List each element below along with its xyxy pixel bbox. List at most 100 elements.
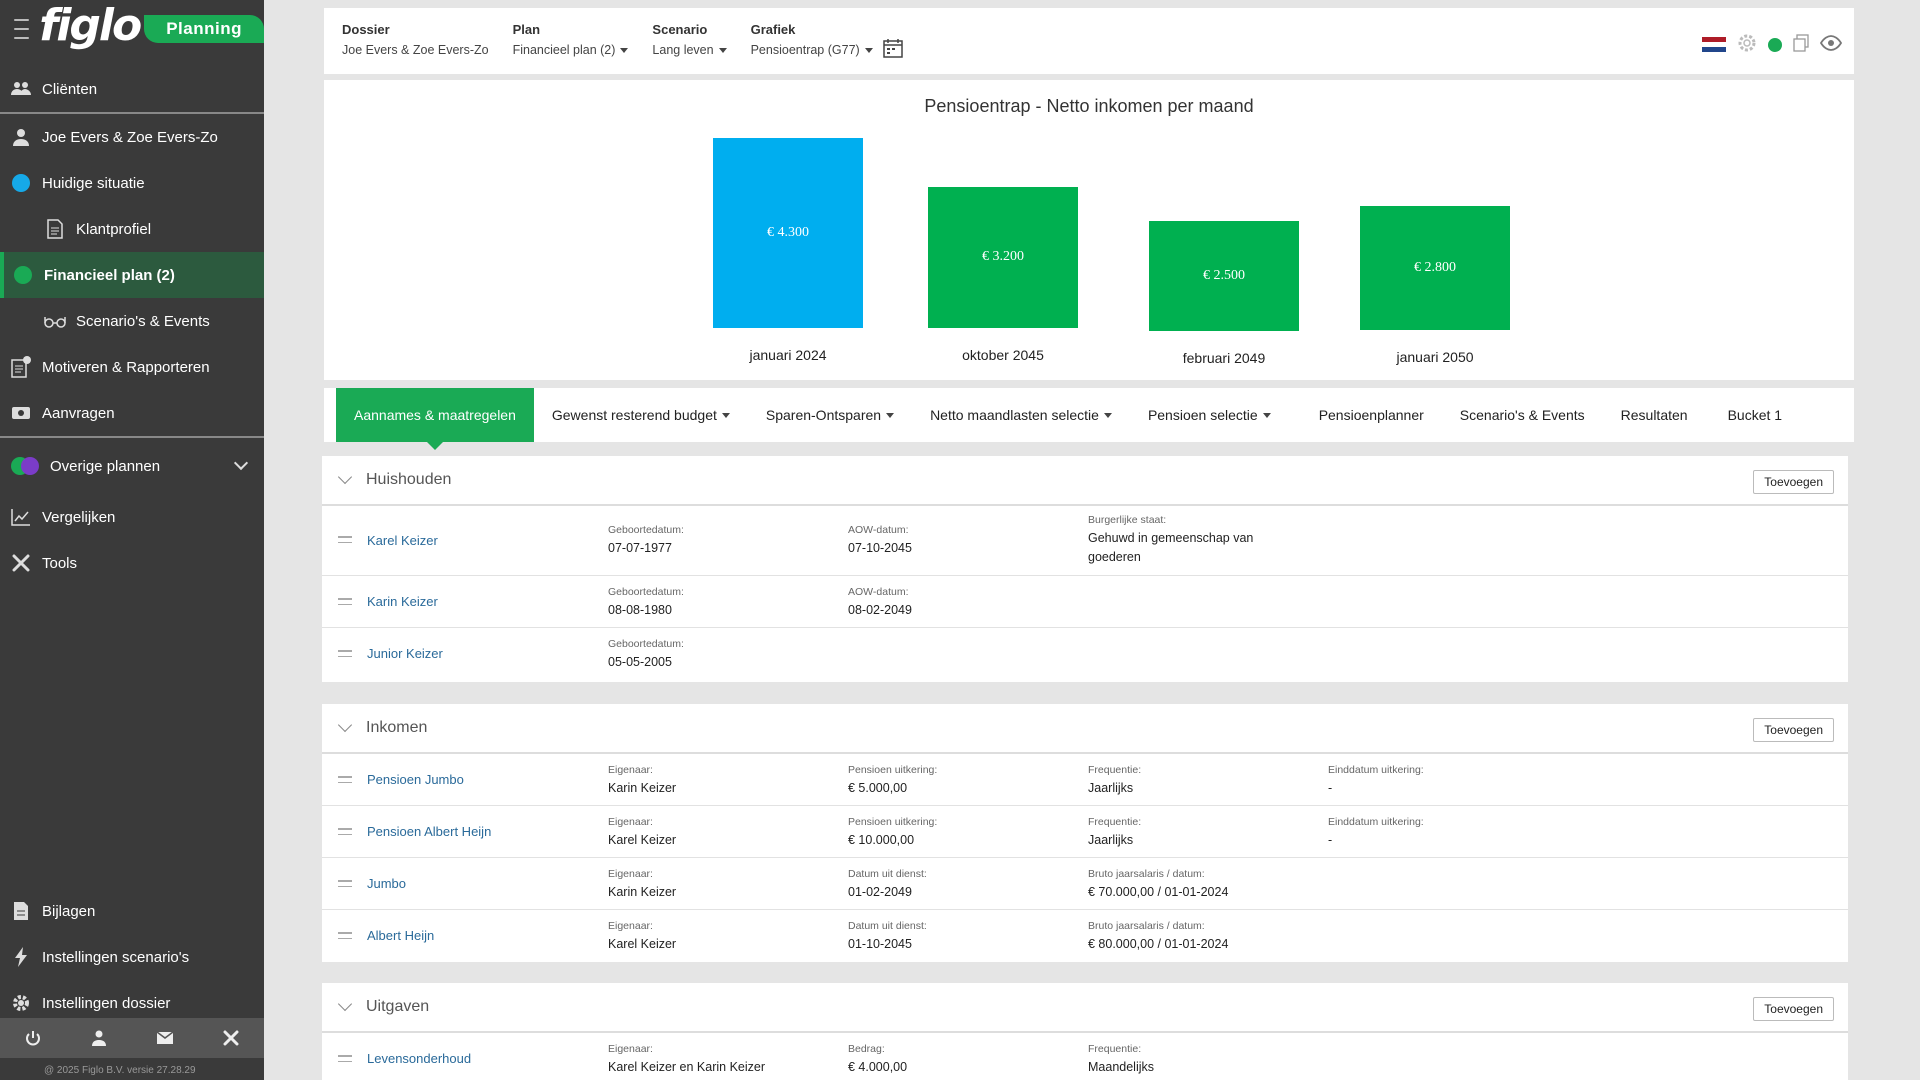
row-name[interactable]: Pensioen Albert Heijn bbox=[367, 824, 492, 839]
drag-handle-icon[interactable] bbox=[338, 650, 352, 661]
table-row[interactable]: Jumbo Eigenaar: Karin Keizer Datum uit di… bbox=[322, 858, 1848, 910]
chart-bar: € 2.500 bbox=[1149, 220, 1299, 331]
chevron-down-icon[interactable] bbox=[337, 717, 353, 733]
sidebar-item-vergelijken[interactable]: Vergelijken bbox=[0, 494, 264, 540]
grafiek-dropdown[interactable]: Pensioentrap (G77) bbox=[751, 43, 873, 57]
money-icon bbox=[10, 402, 32, 424]
sidebar-item-tools[interactable]: Tools bbox=[0, 540, 264, 586]
chevron-down-icon[interactable] bbox=[337, 996, 353, 1012]
table-row[interactable]: Pensioen Albert Heijn Eigenaar: Karel Kei… bbox=[322, 806, 1848, 858]
drag-handle-icon[interactable] bbox=[338, 880, 352, 891]
brand-logo: figlo bbox=[39, 0, 142, 51]
tools-icon[interactable] bbox=[220, 1027, 242, 1049]
plan-selector[interactable]: Plan Financieel plan (2) bbox=[513, 22, 629, 57]
mail-icon[interactable] bbox=[154, 1027, 176, 1049]
tab-sparen-ontsparen[interactable]: Sparen-Ontsparen bbox=[748, 388, 912, 442]
chevron-down-icon[interactable] bbox=[337, 469, 353, 485]
drag-handle-icon[interactable] bbox=[338, 598, 352, 609]
sidebar-item-huidige-situatie[interactable]: Huidige situatie bbox=[0, 160, 264, 206]
divider bbox=[0, 112, 264, 114]
drag-handle-icon[interactable] bbox=[338, 828, 352, 839]
table-row[interactable]: Karel Keizer Geboortedatum: 07-07-1977 AO… bbox=[322, 506, 1848, 576]
dossier-selector[interactable]: Dossier Joe Evers & Zoe Evers-Zo bbox=[342, 22, 489, 57]
calendar-icon[interactable] bbox=[882, 38, 905, 60]
plan-dropdown[interactable]: Financieel plan (2) bbox=[513, 43, 629, 57]
row-name[interactable]: Karin Keizer bbox=[367, 594, 438, 609]
field-value: 01-10-2045 bbox=[848, 937, 912, 951]
tab-netto-maandlasten-selectie[interactable]: Netto maandlasten selectie bbox=[912, 388, 1130, 442]
add-button[interactable]: Toevoegen bbox=[1753, 718, 1834, 742]
settings-gear-icon[interactable] bbox=[1736, 32, 1758, 57]
sidebar-item-scenarios-events[interactable]: Scenario's & Events bbox=[0, 298, 264, 344]
sidebar-item-clienten[interactable]: Cliënten bbox=[0, 66, 264, 112]
sidebar-item-dossier[interactable]: Joe Evers & Zoe Evers-Zo bbox=[0, 114, 264, 160]
power-icon[interactable] bbox=[22, 1027, 44, 1049]
sidebar-item-klantprofiel[interactable]: Klantprofiel bbox=[0, 206, 264, 252]
row-name[interactable]: Karel Keizer bbox=[367, 533, 438, 548]
section-header[interactable]: Huishouden Toevoegen bbox=[322, 456, 1848, 506]
drag-handle-icon[interactable] bbox=[338, 536, 352, 547]
add-button[interactable]: Toevoegen bbox=[1753, 997, 1834, 1021]
sidebar-item-instellingen-dossier[interactable]: Instellingen dossier bbox=[0, 980, 264, 1026]
report-icon bbox=[10, 356, 32, 378]
plan-tabs: Aannames & maatregelen Gewenst resterend… bbox=[324, 388, 1854, 450]
dutch-flag-icon[interactable] bbox=[1702, 36, 1726, 53]
field-label: AOW-datum: bbox=[848, 524, 909, 536]
add-button[interactable]: Toevoegen bbox=[1753, 470, 1834, 494]
hamburger-menu-icon[interactable] bbox=[14, 19, 30, 39]
field-label: Einddatum uitkering: bbox=[1328, 764, 1424, 776]
tab-gewenst-resterend-budget[interactable]: Gewenst resterend budget bbox=[534, 388, 748, 442]
section-header[interactable]: Uitgaven Toevoegen bbox=[322, 983, 1848, 1033]
sidebar-item-label: Instellingen scenario's bbox=[42, 948, 190, 966]
tab-bucket-1[interactable]: Bucket 1 bbox=[1710, 388, 1800, 442]
field-einddatum-uitkering: Einddatum uitkering: - bbox=[1328, 816, 1424, 850]
document-icon bbox=[44, 218, 66, 240]
sidebar-item-motiveren-rapporteren[interactable]: Motiveren & Rapporteren bbox=[0, 344, 264, 390]
scenario-selector[interactable]: Scenario Lang leven bbox=[652, 22, 727, 57]
scenario-dropdown[interactable]: Lang leven bbox=[652, 43, 727, 57]
chart-bar: € 4.300 bbox=[713, 138, 863, 328]
chevron-down-icon[interactable] bbox=[233, 455, 249, 471]
drag-handle-icon[interactable] bbox=[338, 776, 352, 787]
grafiek-selector[interactable]: Grafiek Pensioentrap (G77) bbox=[751, 22, 873, 57]
sidebar-item-financieel-plan[interactable]: Financieel plan (2) bbox=[0, 252, 264, 298]
field-value: - bbox=[1328, 833, 1333, 847]
sidebar-item-bijlagen[interactable]: Bijlagen bbox=[0, 888, 264, 934]
profile-icon[interactable] bbox=[88, 1027, 110, 1049]
field-label: Frequentie: bbox=[1088, 764, 1142, 776]
row-name[interactable]: Levensonderhoud bbox=[367, 1051, 472, 1066]
tab-resultaten[interactable]: Resultaten bbox=[1603, 388, 1710, 442]
field-label: Bruto jaarsalaris / datum: bbox=[1088, 868, 1205, 880]
sidebar-item-aanvragen[interactable]: Aanvragen bbox=[0, 390, 264, 436]
bar-category-label: oktober 2045 bbox=[962, 347, 1044, 363]
sidebar-item-instellingen-scenarios[interactable]: Instellingen scenario's bbox=[0, 934, 264, 980]
section-header[interactable]: Inkomen Toevoegen bbox=[322, 704, 1848, 754]
table-row[interactable]: Pensioen Jumbo Eigenaar: Karin Keizer Pen… bbox=[322, 754, 1848, 806]
row-name[interactable]: Albert Heijn bbox=[367, 928, 435, 943]
row-name[interactable]: Junior Keizer bbox=[367, 646, 443, 661]
table-row[interactable]: Levensonderhoud Eigenaar: Karel Keizer en… bbox=[322, 1033, 1848, 1080]
tab-pensioenplanner[interactable]: Pensioenplanner bbox=[1301, 388, 1442, 442]
field-value: € 70.000,00 / 01-01-2024 bbox=[1088, 885, 1229, 899]
tab-label: Scenario's & Events bbox=[1459, 407, 1585, 423]
field-label: Burgerlijke staat: bbox=[1088, 514, 1167, 526]
drag-handle-icon[interactable] bbox=[338, 1055, 352, 1066]
eye-icon[interactable] bbox=[1819, 35, 1843, 54]
sidebar-item-label: Bijlagen bbox=[42, 902, 96, 920]
tab-scenarios-events[interactable]: Scenario's & Events bbox=[1442, 388, 1603, 442]
users-icon bbox=[10, 78, 32, 100]
row-name[interactable]: Pensioen Jumbo bbox=[367, 772, 464, 787]
bar-value-label: € 2.500 bbox=[1203, 267, 1245, 283]
field-value: Jaarlijks bbox=[1088, 781, 1134, 795]
table-row[interactable]: Karin Keizer Geboortedatum: 08-08-1980 AO… bbox=[322, 576, 1848, 628]
tab-pensioen-selectie[interactable]: Pensioen selectie bbox=[1130, 388, 1301, 442]
table-row[interactable]: Albert Heijn Eigenaar: Karel Keizer Datum… bbox=[322, 910, 1848, 962]
drag-handle-icon[interactable] bbox=[338, 932, 352, 943]
field-label: Geboortedatum: bbox=[608, 586, 684, 598]
copy-icon[interactable] bbox=[1792, 34, 1810, 55]
green-dot-icon bbox=[12, 264, 34, 286]
row-name[interactable]: Jumbo bbox=[367, 876, 407, 891]
tab-aannames-maatregelen[interactable]: Aannames & maatregelen bbox=[336, 388, 534, 450]
table-row[interactable]: Junior Keizer Geboortedatum: 05-05-2005 bbox=[322, 628, 1848, 680]
sidebar-item-overige-plannen[interactable]: Overige plannen bbox=[0, 438, 264, 494]
